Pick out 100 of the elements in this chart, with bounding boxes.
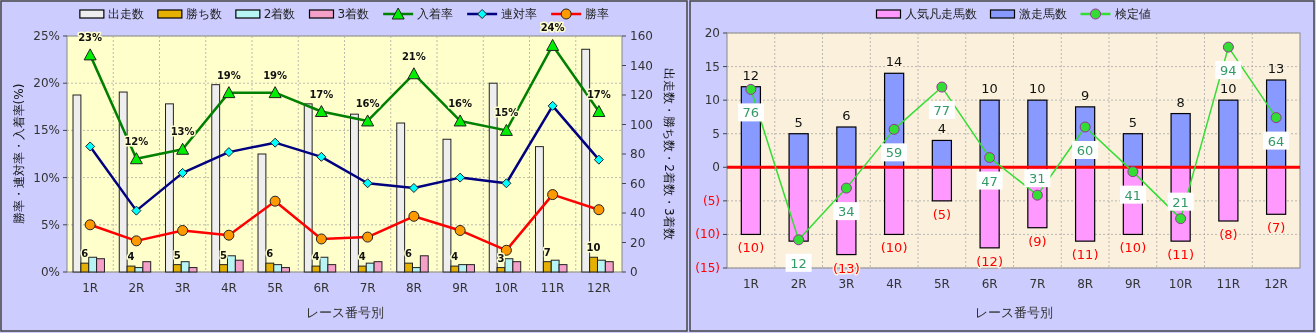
y-tick-label: 5 xyxy=(712,126,720,141)
data-label: (10) xyxy=(1119,240,1147,256)
data-label: 60 xyxy=(1076,143,1094,158)
point xyxy=(85,141,96,152)
y-tick-label: 0 xyxy=(712,160,720,175)
point xyxy=(176,142,190,155)
data-label: (11) xyxy=(1167,247,1194,263)
point xyxy=(593,204,605,216)
data-label: 4 xyxy=(358,251,366,263)
x-tick-label: 1R xyxy=(82,281,99,295)
point xyxy=(840,182,852,194)
x-tick-label: 4R xyxy=(220,281,237,295)
x-tick-label: 7R xyxy=(359,281,376,295)
data-label: 12 xyxy=(790,255,807,271)
point xyxy=(936,81,948,93)
point xyxy=(131,205,142,216)
data-label: (8) xyxy=(1219,227,1238,242)
x-tick-label: 8R xyxy=(1077,277,1094,291)
legend-label: 勝率 xyxy=(585,7,610,21)
y-tick-label: 10 xyxy=(704,93,720,108)
bar xyxy=(883,166,905,236)
data-label: 6 xyxy=(842,108,851,123)
data-label: 24% xyxy=(540,22,565,34)
y-tick-label: 20 xyxy=(704,26,720,40)
y2-tick-label: 20 xyxy=(630,235,646,250)
bar xyxy=(1170,112,1191,168)
y-tick-label: (15) xyxy=(695,261,720,275)
data-label: (12) xyxy=(976,253,1003,269)
data-label: (10) xyxy=(737,240,765,256)
data-label: 10 xyxy=(1220,81,1237,97)
data-label: 10 xyxy=(981,81,998,97)
point xyxy=(501,178,512,189)
y2-tick-label: 0 xyxy=(630,265,638,279)
data-label: 34 xyxy=(838,204,855,220)
data-label: 14 xyxy=(885,54,903,70)
legend-label: 勝ち数 xyxy=(185,7,222,21)
bar xyxy=(740,166,762,236)
x-tick-label: 10R xyxy=(1168,277,1193,291)
data-label: 6 xyxy=(81,248,89,260)
point xyxy=(83,48,97,61)
x-axis-title: レース番号別 xyxy=(974,305,1053,320)
x-tick-label: 7R xyxy=(1029,277,1046,291)
data-label: 64 xyxy=(1267,133,1285,149)
legend-label: 3着数 xyxy=(337,7,370,21)
x-tick-label: 3R xyxy=(838,277,855,291)
legend-label: 2着数 xyxy=(263,7,296,21)
point xyxy=(408,210,420,222)
legend-label: 出走数 xyxy=(107,7,144,21)
data-label: 94 xyxy=(1220,63,1237,79)
y-tick-label: 0% xyxy=(40,265,60,279)
point xyxy=(361,114,375,127)
y2-tick-label: 40 xyxy=(630,206,646,220)
y2-tick-label: 100 xyxy=(630,117,653,132)
bar xyxy=(1265,166,1287,215)
data-label: 7 xyxy=(543,246,551,258)
data-label: 16% xyxy=(355,97,380,109)
x-tick-label: 11R xyxy=(540,281,565,295)
point xyxy=(362,178,373,189)
data-label: 21% xyxy=(401,50,426,62)
point xyxy=(362,231,374,243)
point xyxy=(455,172,466,183)
data-label: 6 xyxy=(266,248,274,260)
x-tick-label: 10R xyxy=(494,281,519,295)
data-label: (13) xyxy=(833,260,860,276)
y-tick-label: (10) xyxy=(695,227,720,242)
x-tick-label: 12R xyxy=(1264,277,1288,291)
point xyxy=(592,105,606,118)
data-label: 59 xyxy=(885,145,903,161)
y-tick-label: 25% xyxy=(33,29,60,43)
bar xyxy=(1122,133,1144,168)
point xyxy=(745,83,757,95)
data-label: 4 xyxy=(312,251,320,263)
point xyxy=(1222,41,1234,53)
data-label: 4 xyxy=(937,121,947,137)
point xyxy=(314,105,328,118)
point xyxy=(223,147,234,158)
x-tick-label: 8R xyxy=(405,281,422,295)
x-tick-label: 11R xyxy=(1216,277,1241,291)
point xyxy=(1175,213,1187,225)
bar xyxy=(1074,166,1096,242)
x-tick-label: 5R xyxy=(933,277,950,291)
point xyxy=(222,86,236,99)
y-tick-label: 5% xyxy=(40,217,60,232)
x-tick-label: 4R xyxy=(886,277,903,291)
data-label: 5 xyxy=(220,249,228,261)
point xyxy=(315,233,327,245)
point xyxy=(547,189,559,201)
point xyxy=(593,154,604,165)
point xyxy=(1079,121,1091,133)
x-tick-label: 3R xyxy=(174,281,191,295)
y-tick-label: 15 xyxy=(704,59,720,74)
legend-label: 激走馬数 xyxy=(1018,7,1067,21)
y2-tick-label: 80 xyxy=(630,147,646,161)
x-tick-label: 2R xyxy=(790,277,807,291)
data-label: 21 xyxy=(1172,194,1189,210)
point xyxy=(888,123,900,135)
point xyxy=(268,86,282,99)
y2-tick-label: 60 xyxy=(630,176,646,191)
point xyxy=(129,152,143,165)
point xyxy=(177,224,189,236)
